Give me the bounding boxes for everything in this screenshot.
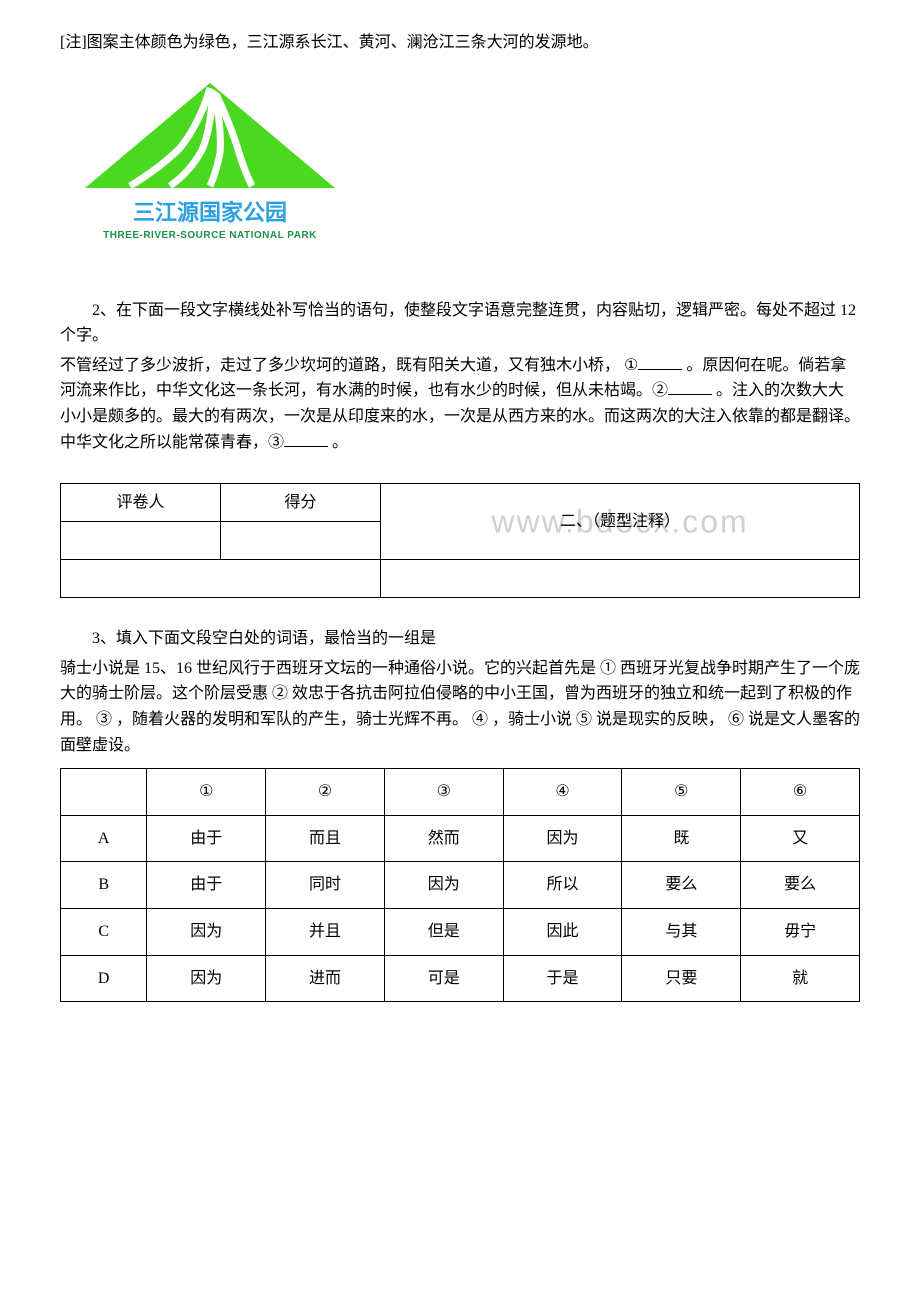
section-title: 二、（题型注释） [560, 513, 680, 530]
col-1: ① [147, 769, 266, 816]
question-2: 2、在下面一段文字横线处补写恰当的语句，使整段文字语意完整连贯，内容贴切，逻辑严… [60, 298, 860, 456]
row-B-label: B [61, 862, 147, 909]
B1: 由于 [147, 862, 266, 909]
C3: 但是 [384, 908, 503, 955]
q3-body: 骑士小说是 15、16 世纪风行于西班牙文坛的一种通俗小说。它的兴起首先是 ① … [60, 656, 860, 758]
col-2: ② [266, 769, 385, 816]
q3-intro: 3、填入下面文段空白处的词语，最恰当的一组是 [60, 626, 860, 652]
row-B[interactable]: B 由于 同时 因为 所以 要么 要么 [61, 862, 860, 909]
col-5: ⑤ [622, 769, 741, 816]
mountain-icon [85, 83, 335, 188]
A1: 由于 [147, 815, 266, 862]
D1: 因为 [147, 955, 266, 1002]
A2: 而且 [266, 815, 385, 862]
q2-part-0: 不管经过了多少波折，走过了多少坎坷的道路，既有阳关大道，又有独木小桥， [60, 357, 620, 374]
score-header-1: 评卷人 [61, 484, 221, 522]
B2: 同时 [266, 862, 385, 909]
row-A-label: A [61, 815, 147, 862]
logo-title-cn: 三江源国家公园 [133, 200, 287, 225]
A3: 然而 [384, 815, 503, 862]
q2-blank-2[interactable] [668, 379, 712, 395]
D5: 只要 [622, 955, 741, 1002]
q2-intro: 2、在下面一段文字横线处补写恰当的语句，使整段文字语意完整连贯，内容贴切，逻辑严… [60, 298, 860, 349]
row-D-label: D [61, 955, 147, 1002]
col-6: ⑥ [741, 769, 860, 816]
C2: 并且 [266, 908, 385, 955]
col-4: ④ [503, 769, 622, 816]
score-cell-evaluator[interactable] [61, 522, 221, 560]
C4: 因此 [503, 908, 622, 955]
C1: 因为 [147, 908, 266, 955]
score-header-2: 得分 [221, 484, 381, 522]
A6: 又 [741, 815, 860, 862]
A4: 因为 [503, 815, 622, 862]
q2-body: 不管经过了多少波折，走过了多少坎坷的道路，既有阳关大道，又有独木小桥， ① 。原… [60, 353, 860, 455]
D4: 于是 [503, 955, 622, 1002]
question-3: 3、填入下面文段空白处的词语，最恰当的一组是 骑士小说是 15、16 世纪风行于… [60, 626, 860, 1002]
row-C[interactable]: C 因为 并且 但是 因此 与其 毋宁 [61, 908, 860, 955]
answer-table: ① ② ③ ④ ⑤ ⑥ A 由于 而且 然而 因为 既 又 B 由于 同时 因为… [60, 768, 860, 1002]
B3: 因为 [384, 862, 503, 909]
D2: 进而 [266, 955, 385, 1002]
row-D[interactable]: D 因为 进而 可是 于是 只要 就 [61, 955, 860, 1002]
logo-title-en: THREE-RIVER-SOURCE NATIONAL PARK [103, 230, 317, 241]
B6: 要么 [741, 862, 860, 909]
answer-header-blank [61, 769, 147, 816]
score-row-extra-left [61, 560, 381, 598]
B5: 要么 [622, 862, 741, 909]
score-table: 评卷人 得分 二、（题型注释） www.bdocx.com [60, 483, 860, 598]
score-row-extra-right [381, 560, 860, 598]
row-A[interactable]: A 由于 而且 然而 因为 既 又 [61, 815, 860, 862]
D3: 可是 [384, 955, 503, 1002]
logo-svg: 三江源国家公园 THREE-RIVER-SOURCE NATIONAL PARK [60, 68, 360, 268]
score-cell-score[interactable] [221, 522, 381, 560]
q2-part-4: 。 [332, 434, 348, 451]
q2-blank-3[interactable] [284, 431, 328, 447]
D6: 就 [741, 955, 860, 1002]
C5: 与其 [622, 908, 741, 955]
q2-blank-1[interactable] [638, 354, 682, 370]
C6: 毋宁 [741, 908, 860, 955]
park-logo: 三江源国家公园 THREE-RIVER-SOURCE NATIONAL PARK [60, 68, 860, 268]
answer-header-row: ① ② ③ ④ ⑤ ⑥ [61, 769, 860, 816]
section-title-cell: 二、（题型注释） www.bdocx.com [381, 484, 860, 560]
q2-blank-1-label: ① [624, 357, 638, 374]
col-3: ③ [384, 769, 503, 816]
row-C-label: C [61, 908, 147, 955]
A5: 既 [622, 815, 741, 862]
B4: 所以 [503, 862, 622, 909]
image-note: [注]图案主体颜色为绿色，三江源系长江、黄河、澜沧江三条大河的发源地。 [60, 30, 860, 56]
